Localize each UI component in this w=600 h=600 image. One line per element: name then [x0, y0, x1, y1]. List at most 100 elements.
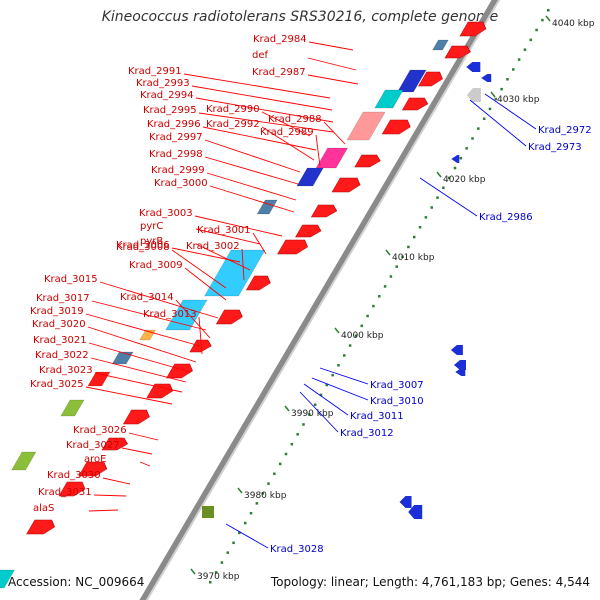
scale-major-tick	[334, 327, 340, 334]
scale-tick	[424, 216, 428, 219]
scale-tick	[302, 423, 305, 426]
scale-label: 4000 kbp	[341, 331, 384, 341]
gene-label: pyrB	[140, 236, 163, 247]
leader-line	[99, 281, 219, 319]
leader-line	[323, 121, 346, 145]
gene-label: Krad_3031	[38, 487, 92, 498]
scale-tick	[296, 433, 299, 436]
gene-arrow	[295, 224, 322, 238]
scale-tick	[313, 403, 317, 406]
scale-tick	[383, 285, 387, 288]
scale-major-tick	[284, 405, 290, 412]
gene-arrow	[189, 339, 212, 353]
scale-tick	[278, 462, 282, 466]
gene-arrow	[401, 97, 429, 111]
scale-major-tick	[237, 487, 243, 494]
leader-line	[85, 313, 201, 347]
gene-arrow	[146, 383, 174, 399]
gene-label: Krad_2972	[538, 125, 592, 136]
gene-label: Krad_3000	[154, 178, 208, 189]
scale-label: 4020 kbp	[443, 175, 486, 185]
scale-label: 3990 kbp	[291, 409, 334, 419]
gene-label: Krad_2987	[252, 67, 306, 78]
scale-tick	[343, 354, 346, 357]
scale-tick	[232, 541, 235, 545]
leader-line	[88, 342, 191, 373]
leader-line	[91, 300, 207, 331]
scale-tick	[267, 482, 270, 485]
gene-label: Krad_3002	[186, 241, 240, 252]
leader-line	[209, 185, 295, 213]
gene-label: Krad_3014	[120, 292, 174, 303]
gene-label: Krad_3026	[73, 425, 127, 436]
scale-tick	[506, 78, 509, 81]
gene-label: Krad_2996	[147, 119, 201, 130]
reverse-gene	[399, 496, 412, 508]
leader-line	[184, 267, 227, 301]
leader-line	[195, 97, 334, 123]
gene-arrow	[418, 71, 443, 87]
leader-line	[469, 99, 527, 147]
scale-tick	[290, 442, 294, 446]
gene-label: pyrC	[140, 221, 163, 232]
leader-line	[225, 523, 269, 549]
gene-block	[296, 167, 324, 187]
gene-block	[0, 569, 15, 589]
scale-tick	[471, 137, 474, 140]
gene-label: Krad_3009	[129, 260, 183, 271]
gene-label: Krad_2998	[149, 149, 203, 160]
gene-arrow	[331, 177, 361, 193]
gene-label: Krad_3019	[30, 306, 84, 317]
leader-line	[195, 228, 261, 245]
scale-tick	[273, 472, 276, 476]
gene-block	[397, 69, 427, 93]
leader-line	[202, 126, 317, 151]
gene-arrow	[354, 154, 381, 168]
gene-label: Krad_3006	[116, 240, 170, 251]
scale-tick	[412, 235, 416, 239]
scale-tick	[360, 324, 364, 328]
gene-label: Krad_3007	[370, 380, 424, 391]
leader-line	[85, 386, 173, 405]
leader-line	[139, 461, 151, 467]
leader-line	[307, 74, 359, 85]
scale-tick	[442, 186, 445, 190]
gene-arrow	[310, 204, 338, 218]
leader-line	[307, 57, 357, 71]
scale-tick	[308, 413, 311, 416]
gene-label: Krad_3001	[197, 225, 251, 236]
scale-tick	[541, 18, 544, 22]
scale-major-tick	[190, 568, 196, 575]
scale-tick	[284, 452, 288, 456]
leader-line	[319, 367, 369, 385]
scale-label: 4010 kbp	[392, 253, 435, 263]
scale-tick	[389, 275, 393, 278]
scale-tick	[366, 314, 369, 318]
scale-tick	[465, 147, 468, 150]
leader-line	[191, 85, 333, 111]
leader-line	[299, 391, 339, 433]
leader-line	[121, 447, 153, 455]
gene-arrow	[245, 275, 271, 291]
scale-tick	[523, 48, 527, 51]
scale-tick	[488, 107, 492, 111]
gene-label: Krad_2999	[151, 165, 205, 176]
gene-label: Krad_2994	[140, 90, 194, 101]
gene-label: Krad_2986	[479, 212, 533, 223]
scale-tick	[209, 581, 212, 584]
gene-label: Krad_3025	[30, 379, 84, 390]
reverse-gene	[454, 360, 466, 370]
gene-label: Krad_3011	[350, 411, 404, 422]
scale-major-tick	[436, 171, 442, 178]
gene-block	[374, 89, 404, 109]
reverse-gene-block	[202, 506, 214, 518]
scale-tick	[453, 166, 457, 170]
gene-label: alaS	[33, 503, 54, 514]
leader-line	[419, 177, 478, 217]
gene-label: Krad_3027	[66, 440, 120, 451]
gene-label: Krad_2997	[149, 132, 203, 143]
scale-tick	[430, 206, 433, 209]
scale-tick	[494, 97, 498, 101]
